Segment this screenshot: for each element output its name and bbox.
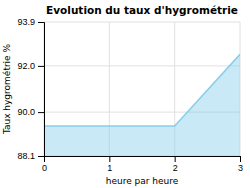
- line: [44, 54, 240, 126]
- y-tick-mark: [38, 22, 44, 23]
- y-tick-mark: [38, 156, 44, 157]
- y-tick-mark: [38, 66, 44, 67]
- y-tick: 93.9: [17, 17, 44, 27]
- plot-area: 0 1 2 3 88.1 90.0 92.0 93.9: [17, 17, 243, 173]
- y-tick: 88.1: [17, 151, 44, 161]
- y-tick: 90.0: [17, 107, 44, 117]
- y-tick-label: 88.1: [17, 151, 35, 161]
- title: Evolution du taux d'hygrométrie: [46, 4, 238, 16]
- x-tick-label: 3: [238, 163, 243, 173]
- chart: 0 1 2 3 88.1 90.0 92.0 93.9 Evolution du taux d'…: [0, 0, 250, 188]
- y-tick: 92.0: [17, 61, 44, 71]
- x-axis-line: [45, 157, 241, 163]
- x-tick-mark: [175, 156, 176, 162]
- x-tick: 0: [42, 156, 47, 173]
- x-tick: 3: [238, 156, 243, 173]
- area: [44, 54, 240, 156]
- x-axis: 0 1 2 3: [42, 156, 243, 173]
- x-tick-label: 2: [173, 163, 178, 173]
- y-axis: 88.1 90.0 92.0 93.9: [17, 17, 44, 161]
- x-axis-title: heure par heure: [106, 176, 179, 186]
- grid-line-y: [44, 22, 240, 23]
- y-tick-mark: [38, 112, 44, 113]
- x-tick-mark: [109, 156, 110, 162]
- x-tick-mark: [240, 156, 241, 162]
- marks: [44, 54, 240, 156]
- y-axis-title: Taux hygrométrie %: [2, 43, 12, 135]
- x-tick-label: 1: [107, 163, 112, 173]
- x-tick: 2: [173, 156, 178, 173]
- grid: [44, 22, 240, 156]
- grid-line-y: [44, 65, 240, 66]
- x-tick-label: 0: [42, 163, 47, 173]
- y-axis-line: [38, 23, 45, 157]
- y-tick-label: 90.0: [17, 107, 35, 117]
- x-tick: 1: [107, 156, 112, 173]
- y-tick-label: 93.9: [17, 17, 35, 27]
- y-tick-label: 92.0: [17, 61, 35, 71]
